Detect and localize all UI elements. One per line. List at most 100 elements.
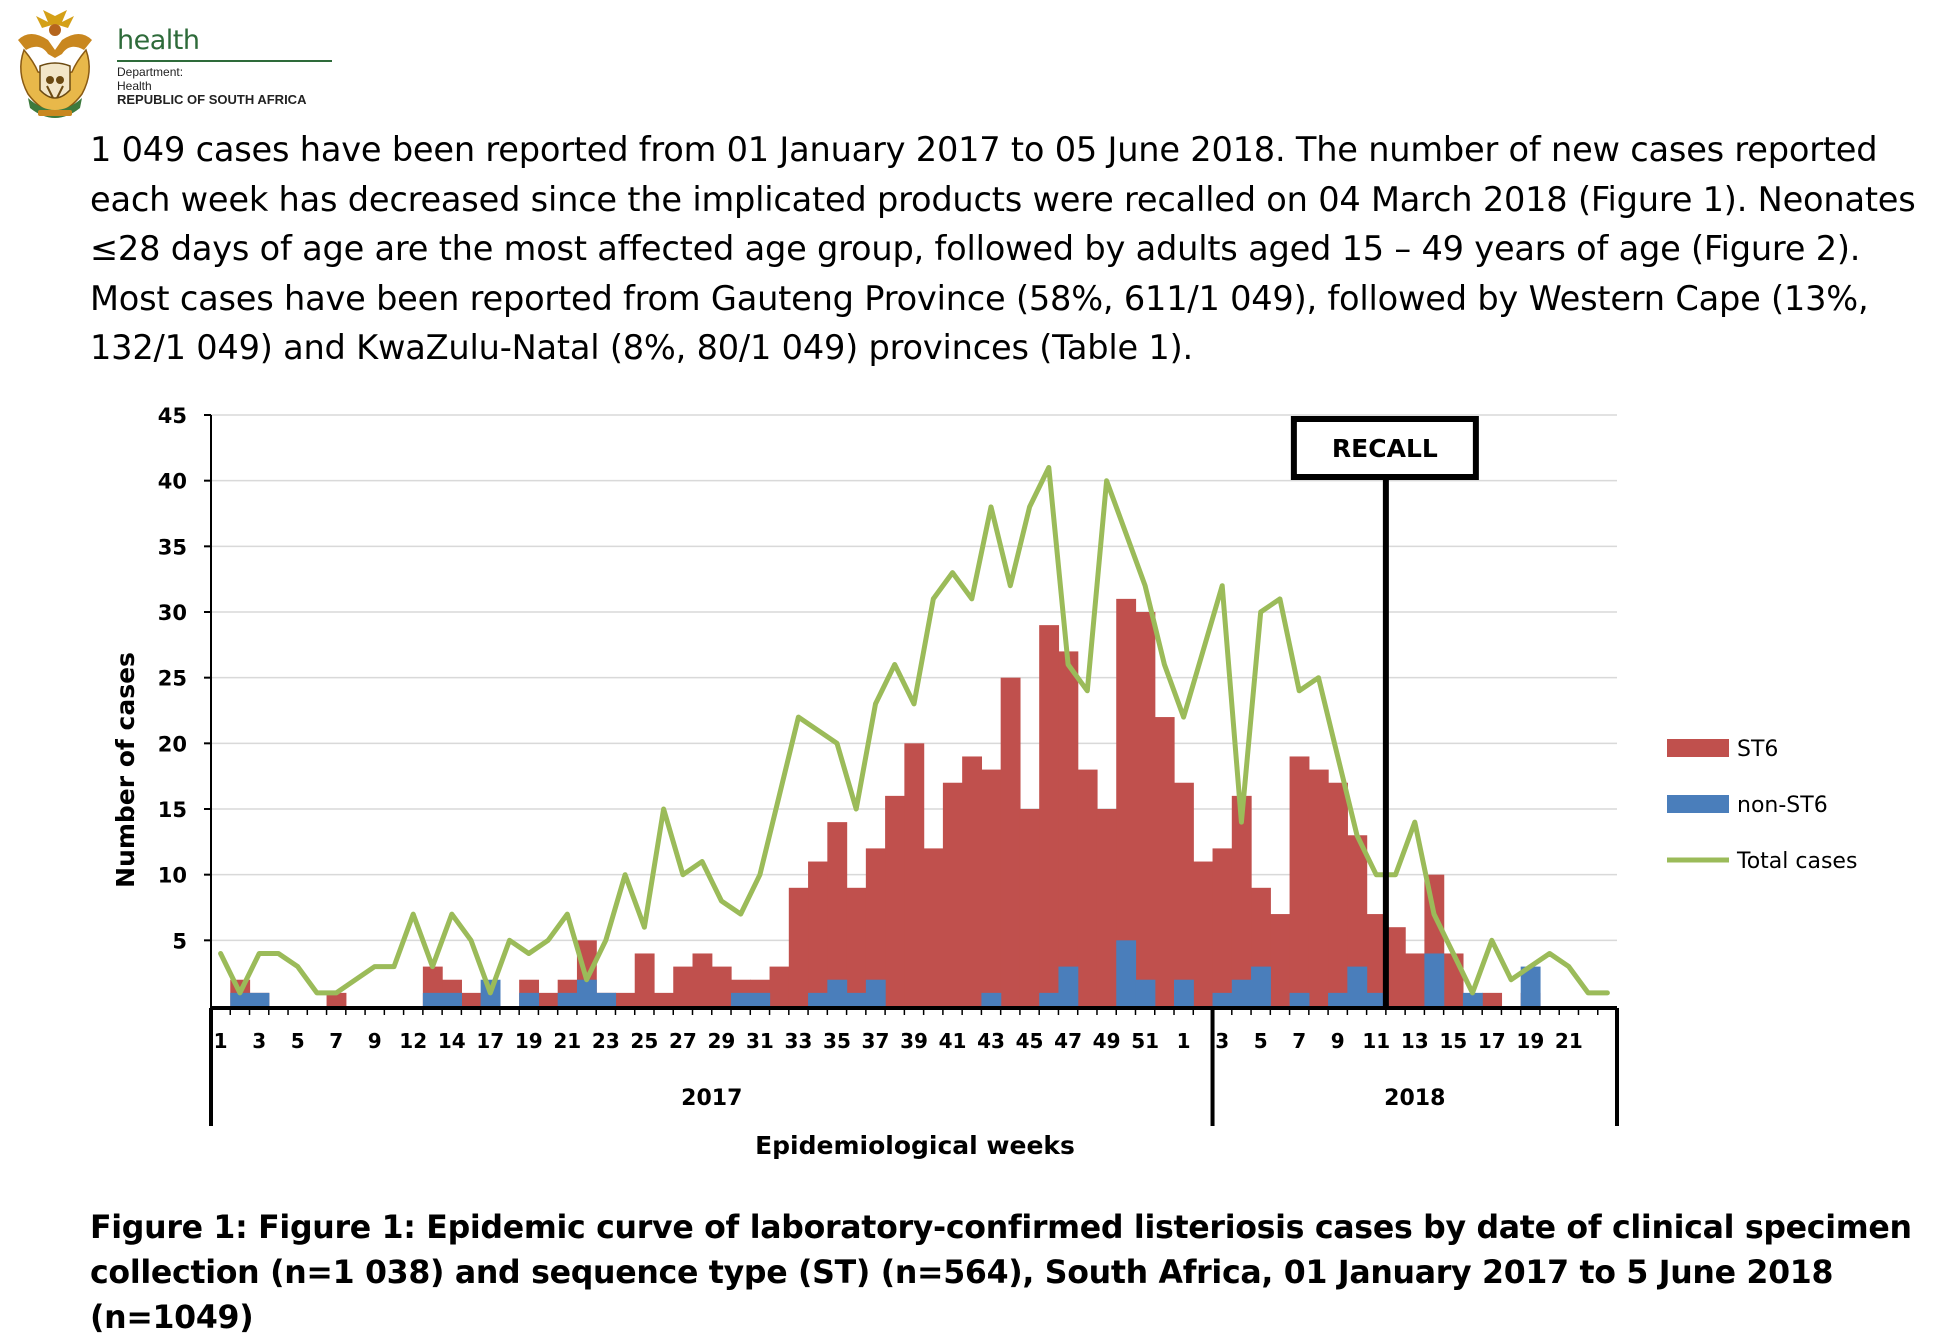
x-tick-label: 27	[669, 1029, 697, 1053]
x-tick-label: 51	[1131, 1029, 1159, 1053]
st6-bar	[461, 992, 482, 1006]
non-st6-bar	[865, 979, 886, 1006]
non-st6-bar	[731, 992, 751, 1006]
non-st6-bar	[596, 992, 617, 1006]
y-tick-label: 5	[172, 929, 187, 953]
non-st6-bar	[1289, 992, 1310, 1006]
brand-department: Department:	[117, 65, 184, 79]
st6-bar	[1174, 782, 1194, 1006]
brand-word: health	[117, 25, 200, 56]
non-st6-bar	[1135, 979, 1156, 1006]
x-tick-label: 7	[1292, 1029, 1306, 1053]
st6-bar	[827, 822, 848, 1006]
st6-bar	[326, 992, 347, 1006]
x-tick-label: 1	[1177, 1029, 1191, 1053]
x-tick-label: 17	[1478, 1029, 1506, 1053]
non-st6-bars	[230, 940, 1541, 1006]
st6-bar	[1385, 927, 1406, 1006]
st6-bar	[1039, 625, 1060, 1006]
y-tick-label: 30	[158, 601, 187, 625]
x-tick-label: 3	[252, 1029, 266, 1053]
x-tick-label: 5	[291, 1029, 305, 1053]
legend-label: Total cases	[1736, 849, 1857, 874]
non-st6-bar	[1520, 966, 1541, 1006]
st6-bar	[1443, 953, 1464, 1006]
x-tick-label: 14	[438, 1029, 466, 1053]
non-st6-bar	[1174, 979, 1194, 1006]
x-tick-label: 11	[1362, 1029, 1390, 1053]
st6-bar	[653, 992, 674, 1006]
x-tick-label: 43	[977, 1029, 1005, 1053]
x-tick-label: 37	[862, 1029, 890, 1053]
x-tick-label: 47	[1054, 1029, 1082, 1053]
year-label: 2017	[681, 1086, 742, 1111]
non-st6-bar	[1347, 966, 1368, 1006]
x-tick-label: 1	[214, 1029, 228, 1053]
legend-swatch-st6	[1667, 739, 1729, 757]
legend-label: non-ST6	[1737, 793, 1828, 818]
st6-bar	[788, 887, 809, 1006]
st6-bar	[711, 966, 732, 1006]
x-tick-label: 23	[592, 1029, 620, 1053]
st6-bar	[1289, 756, 1310, 1006]
x-tick-label: 19	[515, 1029, 543, 1053]
st6-bar	[1058, 651, 1079, 1006]
st6-bar	[1116, 598, 1137, 1006]
legend-label: ST6	[1737, 737, 1778, 762]
y-tick-label: 15	[158, 798, 187, 822]
x-tick-label: 33	[785, 1029, 813, 1053]
st6-bar	[981, 769, 1002, 1006]
non-st6-bar	[1212, 992, 1233, 1006]
y-axis-title: Number of cases	[111, 652, 140, 888]
st6-bar	[942, 782, 963, 1006]
st6-bar	[1096, 809, 1117, 1006]
st6-bar	[865, 848, 886, 1006]
non-st6-bar	[249, 992, 270, 1006]
st6-bar	[904, 743, 925, 1006]
x-tick-label: 13	[1401, 1029, 1429, 1053]
total-cases-series	[218, 465, 1610, 996]
x-tick-label: 39	[900, 1029, 928, 1053]
x-tick-label: 45	[1016, 1029, 1044, 1053]
st6-bar	[1405, 953, 1425, 1006]
st6-bar	[673, 966, 694, 1006]
year-label: 2018	[1384, 1086, 1445, 1111]
non-st6-bar	[750, 992, 771, 1006]
non-st6-bar	[557, 992, 578, 1006]
st6-bar	[1308, 769, 1329, 1006]
x-tick-label: 12	[399, 1029, 427, 1053]
st6-bar	[769, 966, 790, 1006]
non-st6-bar	[1424, 953, 1445, 1006]
y-tick-label: 45	[158, 404, 187, 428]
st6-bar	[1270, 914, 1291, 1006]
recall-label: RECALL	[1332, 434, 1438, 463]
st6-bar	[1135, 612, 1156, 1006]
y-tick-label: 10	[158, 864, 187, 888]
axes	[204, 414, 1619, 1126]
non-st6-bar	[442, 992, 462, 1006]
brand-block: health Department: Health REPUBLIC OF SO…	[117, 26, 337, 107]
st6-bar	[1193, 861, 1214, 1006]
st6-bar	[1231, 795, 1252, 1006]
non-st6-bar	[1366, 992, 1387, 1006]
st6-bar	[1482, 992, 1503, 1006]
non-st6-bar	[808, 992, 828, 1006]
st6-bar	[846, 887, 867, 1006]
st6-bar	[962, 756, 983, 1006]
x-tick-labels: 1 3 5 7 9 12 14 17 19 21 23 25 27 29 31 33 35 37 39 41 43 45 4…	[214, 1029, 1583, 1053]
non-st6-bar	[1328, 992, 1348, 1006]
st6-bar	[692, 953, 713, 1006]
st6-bar	[1077, 769, 1098, 1006]
x-tick-label: 49	[1093, 1029, 1121, 1053]
recall-annotation: RECALL	[1290, 416, 1479, 1008]
x-tick-label: 19	[1516, 1029, 1544, 1053]
st6-bar	[1212, 848, 1233, 1006]
non-st6-bar	[1462, 992, 1483, 1006]
x-tick-label: 25	[630, 1029, 658, 1053]
x-tick-label: 17	[476, 1029, 504, 1053]
st6-bars	[230, 598, 1541, 1006]
x-tick-label: 21	[553, 1029, 581, 1053]
y-tick-label: 35	[158, 535, 187, 559]
st6-bar	[1366, 914, 1387, 1006]
x-tick-label: 5	[1254, 1029, 1268, 1053]
